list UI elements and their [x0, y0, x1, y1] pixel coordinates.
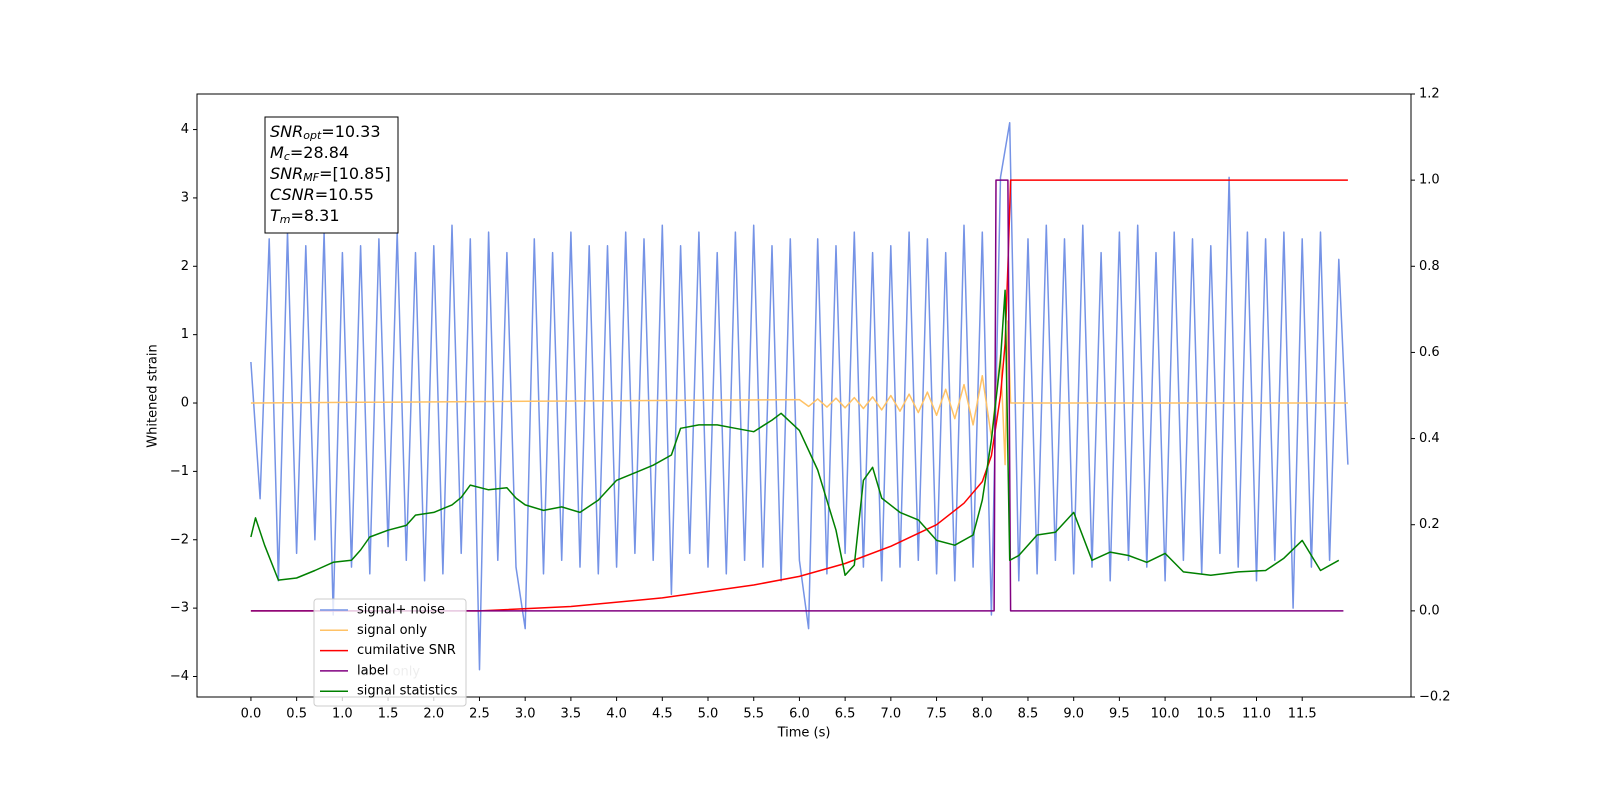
- annotation-name: M: [270, 143, 284, 162]
- annotation-frame: [264, 116, 399, 234]
- annotation-line: Mc=28.84: [270, 143, 349, 164]
- x-tick-label: 2.5: [469, 707, 490, 722]
- annotation-box: SNRopt=10.33Mc=28.84SNRMF=[10.85]CSNR=10…: [264, 116, 399, 234]
- y-tick-label: −3: [170, 601, 189, 616]
- x-tick-label: 5.5: [743, 707, 764, 722]
- y-tick-label: −2: [170, 532, 189, 547]
- annotation-line: Tm=8.31: [270, 206, 340, 227]
- series-line: [250, 179, 1344, 612]
- x-tick-label: 7.0: [881, 707, 902, 722]
- annotation-value: =28.84: [290, 143, 349, 162]
- annotation-value: =10.55: [315, 185, 374, 204]
- y2-tick-label: 1.0: [1419, 173, 1440, 188]
- x-tick-label: 6.0: [789, 707, 810, 722]
- annotation-name: SNR: [270, 122, 303, 141]
- annotation-line: SNRopt=10.33: [270, 122, 381, 143]
- legend-label: label: [357, 663, 388, 678]
- annotation-subscript: MF: [303, 171, 319, 184]
- x-tick-label: 10.0: [1151, 707, 1180, 722]
- y-tick-label: 3: [181, 190, 189, 205]
- annotation-subscript: m: [280, 213, 291, 226]
- x-tick-label: 7.5: [926, 707, 947, 722]
- x-tick-label: 3.0: [515, 707, 536, 722]
- x-tick-label: 11.0: [1242, 707, 1271, 722]
- annotation-line: SNRMF=[10.85]: [270, 164, 391, 185]
- legend-label: signal only: [357, 623, 427, 638]
- axes-frame: [196, 93, 1412, 698]
- legend-label: signal+ noise: [357, 603, 445, 618]
- y2-tick-label: 0.4: [1419, 431, 1440, 446]
- x-tick-label: 0.5: [286, 707, 307, 722]
- annotation-name: T: [270, 206, 281, 225]
- y-tick-label: −4: [170, 669, 189, 684]
- x-tick-label: 1.0: [332, 707, 353, 722]
- x-tick-label: 2.0: [423, 707, 444, 722]
- annotation-subscript: opt: [303, 129, 322, 142]
- y-tick-label: 0: [181, 396, 189, 411]
- annotation-name: SNR: [270, 164, 303, 183]
- annotation-line: CSNR=10.55: [270, 185, 374, 204]
- series-line: [250, 121, 1349, 671]
- x-tick-label: 11.5: [1288, 707, 1317, 722]
- x-tick-label: 5.0: [698, 707, 719, 722]
- x-tick-label: 6.5: [835, 707, 856, 722]
- y2-tick-label: 0.6: [1419, 345, 1440, 360]
- y-axis-label: Whitened strain: [146, 344, 161, 447]
- x-tick-label: 3.5: [561, 707, 582, 722]
- legend-label: cumilative SNR: [357, 643, 456, 658]
- annotation-value: =8.31: [291, 206, 340, 225]
- y-tick-label: 4: [181, 122, 189, 137]
- legend-label: signal statistics: [357, 684, 458, 699]
- x-tick-label: 8.0: [972, 707, 993, 722]
- y-tick-label: 2: [181, 259, 189, 274]
- y2-tick-label: 0.8: [1419, 259, 1440, 274]
- y2-tick-label: 0.0: [1419, 603, 1440, 618]
- x-tick-label: 9.5: [1109, 707, 1130, 722]
- y2-tick-label: 1.2: [1419, 87, 1440, 102]
- x-tick-label: 4.5: [652, 707, 673, 722]
- x-tick-label: 10.5: [1196, 707, 1225, 722]
- x-tick-label: 4.0: [606, 707, 627, 722]
- y-tick-label: −1: [170, 464, 189, 479]
- annotation-name: CSNR: [270, 185, 315, 204]
- annotation-subscript: c: [284, 150, 290, 163]
- plot-area: [250, 121, 1349, 671]
- y2-tick-label: 0.2: [1419, 517, 1440, 532]
- x-axis-label: Time (s): [777, 726, 831, 741]
- x-tick-label: 1.5: [378, 707, 399, 722]
- annotation-value: =10.33: [321, 122, 380, 141]
- x-tick-label: 0.0: [241, 707, 262, 722]
- annotation-value: =[10.85]: [319, 164, 391, 183]
- x-tick-label: 8.5: [1018, 707, 1039, 722]
- legend-frame: [313, 598, 467, 707]
- y2-tick-label: −0.2: [1419, 690, 1451, 705]
- y-tick-label: 1: [181, 327, 189, 342]
- series-line: [250, 289, 1340, 581]
- x-tick-label: 9.0: [1063, 707, 1084, 722]
